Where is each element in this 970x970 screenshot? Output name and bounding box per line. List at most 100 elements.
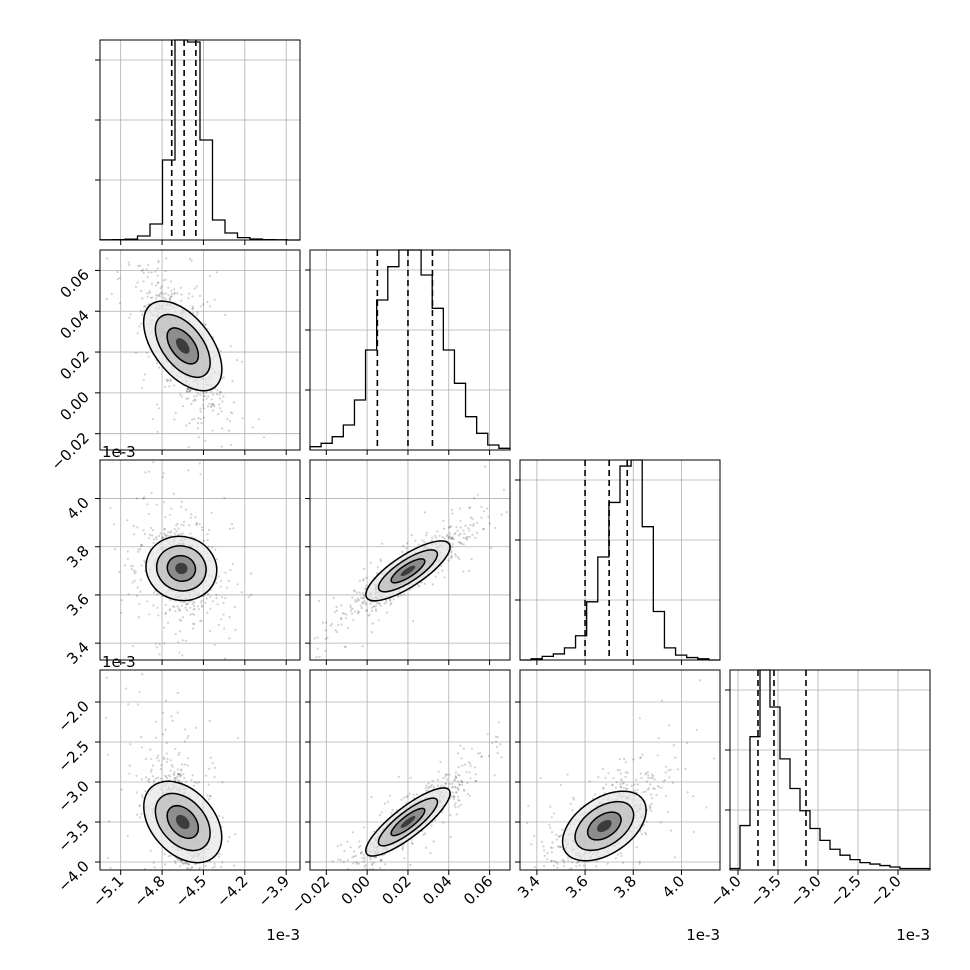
sample-point (180, 619, 183, 623)
sample-point (140, 735, 143, 739)
sample-point (173, 773, 176, 776)
sample-point (148, 290, 151, 293)
sample-point (656, 784, 659, 788)
sample-point (441, 569, 444, 572)
sample-point (471, 517, 474, 521)
sample-point (454, 779, 457, 782)
sample-point (475, 531, 478, 535)
sample-point (469, 516, 472, 519)
sample-point (371, 622, 374, 625)
sample-point (383, 602, 386, 605)
sample-point (402, 544, 405, 548)
sample-point (218, 390, 221, 393)
sample-point (154, 297, 158, 300)
sample-point (143, 867, 146, 870)
sample-point (374, 604, 378, 608)
sample-point (208, 901, 210, 903)
sample-point (210, 390, 213, 393)
histogram-step (309, 249, 511, 450)
sample-point (472, 524, 475, 527)
sample-point (648, 804, 651, 807)
sample-point (135, 774, 138, 777)
sample-point (390, 812, 393, 815)
sample-point (372, 861, 376, 864)
sample-point (459, 803, 462, 806)
sample-point (363, 600, 366, 603)
sample-point (659, 821, 662, 824)
sample-point (202, 391, 205, 394)
sample-point (192, 784, 196, 787)
sample-point (159, 768, 162, 771)
sample-point (351, 831, 354, 834)
sample-point (160, 764, 163, 767)
sample-point (371, 862, 374, 865)
scatter-panel-1-2 (309, 459, 511, 661)
sample-point (209, 795, 212, 798)
sample-point (436, 530, 439, 533)
sample-point (187, 469, 190, 472)
sample-point (142, 268, 145, 271)
sample-point (170, 715, 173, 718)
sample-point (414, 539, 417, 542)
sample-point (211, 546, 214, 549)
sample-point (146, 600, 149, 603)
sample-point (468, 535, 471, 539)
sample-point (142, 497, 145, 500)
sample-point (313, 637, 316, 640)
sample-point (234, 833, 237, 836)
sample-point (233, 606, 236, 609)
sample-point (208, 629, 212, 633)
panel-content (526, 679, 716, 878)
sample-point (171, 605, 175, 608)
sample-point (174, 871, 176, 873)
sample-point (164, 297, 167, 301)
sample-point (186, 757, 189, 760)
sample-point (184, 639, 187, 642)
sample-point (551, 876, 553, 878)
sample-point (195, 726, 198, 730)
sample-point (353, 589, 356, 592)
sample-point (218, 918, 220, 920)
sample-point (219, 397, 222, 400)
sample-point (131, 564, 135, 567)
sample-point (317, 599, 321, 603)
sample-point (185, 603, 188, 606)
sample-point (228, 420, 232, 423)
sample-point (168, 598, 171, 602)
sample-point (180, 500, 183, 503)
sample-point (208, 528, 211, 532)
sample-point (162, 501, 165, 504)
sample-point (496, 751, 499, 755)
sample-point (136, 586, 139, 589)
sample-point (455, 776, 458, 779)
sample-point (167, 379, 170, 382)
sample-point (184, 780, 187, 783)
sample-point (379, 558, 382, 561)
sample-point (362, 853, 365, 856)
sample-point (448, 536, 451, 539)
sample-point (412, 793, 415, 796)
contour-1 (154, 313, 211, 379)
sample-point (128, 316, 131, 319)
sample-point (145, 268, 148, 271)
sample-point (166, 534, 169, 537)
sample-point (191, 600, 194, 603)
sample-point (303, 937, 305, 939)
sample-point (178, 774, 181, 777)
sample-point (138, 219, 140, 221)
sample-point (141, 544, 144, 547)
sample-point (447, 559, 450, 562)
sample-point (146, 292, 149, 295)
sample-point (326, 636, 329, 639)
sample-point (210, 404, 213, 407)
sample-point (150, 282, 153, 285)
sample-point (187, 863, 190, 866)
sample-point (155, 284, 158, 287)
sample-point (454, 532, 457, 535)
sample-point (448, 532, 452, 535)
sample-point (249, 474, 251, 476)
sample-point (367, 614, 370, 617)
sample-point (576, 861, 579, 865)
sample-point (176, 605, 179, 608)
sample-point (179, 532, 183, 536)
